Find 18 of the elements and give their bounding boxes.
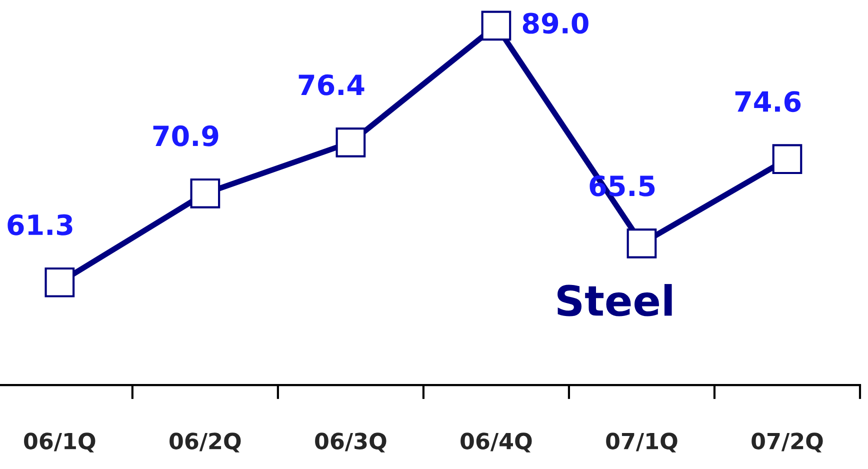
point bbox=[190, 178, 220, 208]
x-tick-label: 07/2Q bbox=[752, 432, 823, 452]
x-tick-label: 07/1Q bbox=[606, 432, 678, 452]
point bbox=[481, 10, 512, 41]
series-label: Steel bbox=[558, 284, 672, 316]
data-label: 74.6 bbox=[735, 91, 801, 112]
point bbox=[626, 228, 657, 258]
point bbox=[336, 128, 366, 158]
x-tick-label: 06/1Q bbox=[24, 432, 96, 452]
x-tick-label: 06/2Q bbox=[170, 432, 241, 452]
data-label: 70.9 bbox=[153, 125, 218, 146]
data-label: 76.4 bbox=[298, 74, 364, 96]
point bbox=[772, 144, 802, 174]
data-label: 61.3 bbox=[8, 214, 72, 236]
x-tick-label: 06/3Q bbox=[315, 432, 386, 452]
point bbox=[44, 267, 75, 298]
data-label: 89.0 bbox=[522, 12, 588, 34]
x-tick-label: 06/4Q bbox=[460, 432, 532, 452]
